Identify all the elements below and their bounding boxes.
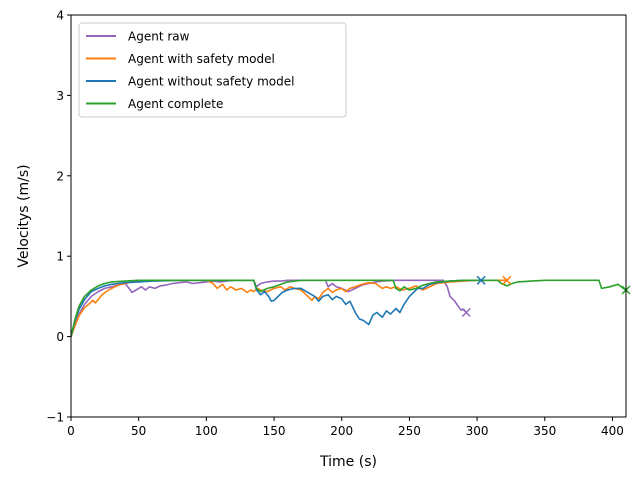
plot-frame <box>70 14 627 418</box>
x-tick-label: 50 <box>131 424 146 438</box>
legend-label: Agent raw <box>128 30 190 44</box>
x-tick-label: 250 <box>398 424 421 438</box>
y-tick-label: 0 <box>56 330 64 344</box>
x-tick-label: 150 <box>263 424 286 438</box>
y-tick-label: 2 <box>56 169 64 183</box>
series-layer <box>71 279 626 337</box>
x-tick-label: 400 <box>601 424 624 438</box>
series-line-agent-complete <box>71 279 626 337</box>
y-axis: −1 0 1 2 3 4 <box>46 9 71 425</box>
x-tick-label: 0 <box>67 424 75 438</box>
legend-label: Agent without safety model <box>128 75 294 89</box>
y-tick-label: 4 <box>56 9 64 23</box>
x-tick-label: 200 <box>330 424 353 438</box>
y-tick-label: 1 <box>56 250 64 264</box>
y-tick-label: 3 <box>56 89 64 103</box>
y-axis-title: Velocitys (m/s) <box>16 164 32 267</box>
series-end-marker <box>502 275 512 285</box>
x-tick-label: 350 <box>533 424 556 438</box>
series-end-marker <box>461 307 471 318</box>
series-end-marker <box>476 275 486 285</box>
x-axis: 0 50 100 150 200 250 300 350 400 <box>67 417 624 438</box>
legend-label: Agent complete <box>128 97 223 111</box>
legend-box <box>78 22 347 118</box>
y-tick-label: −1 <box>46 411 64 425</box>
series-line-agent-with-safety-model <box>71 279 507 337</box>
x-axis-title: Time (s) <box>319 454 377 470</box>
series-line-agent-without-safety-model <box>71 279 482 337</box>
x-tick-label: 300 <box>466 424 489 438</box>
legend-label: Agent with safety model <box>128 52 275 66</box>
x-tick-label: 100 <box>195 424 218 438</box>
legend: Agent raw Agent with safety model Agent wi… <box>78 22 347 118</box>
